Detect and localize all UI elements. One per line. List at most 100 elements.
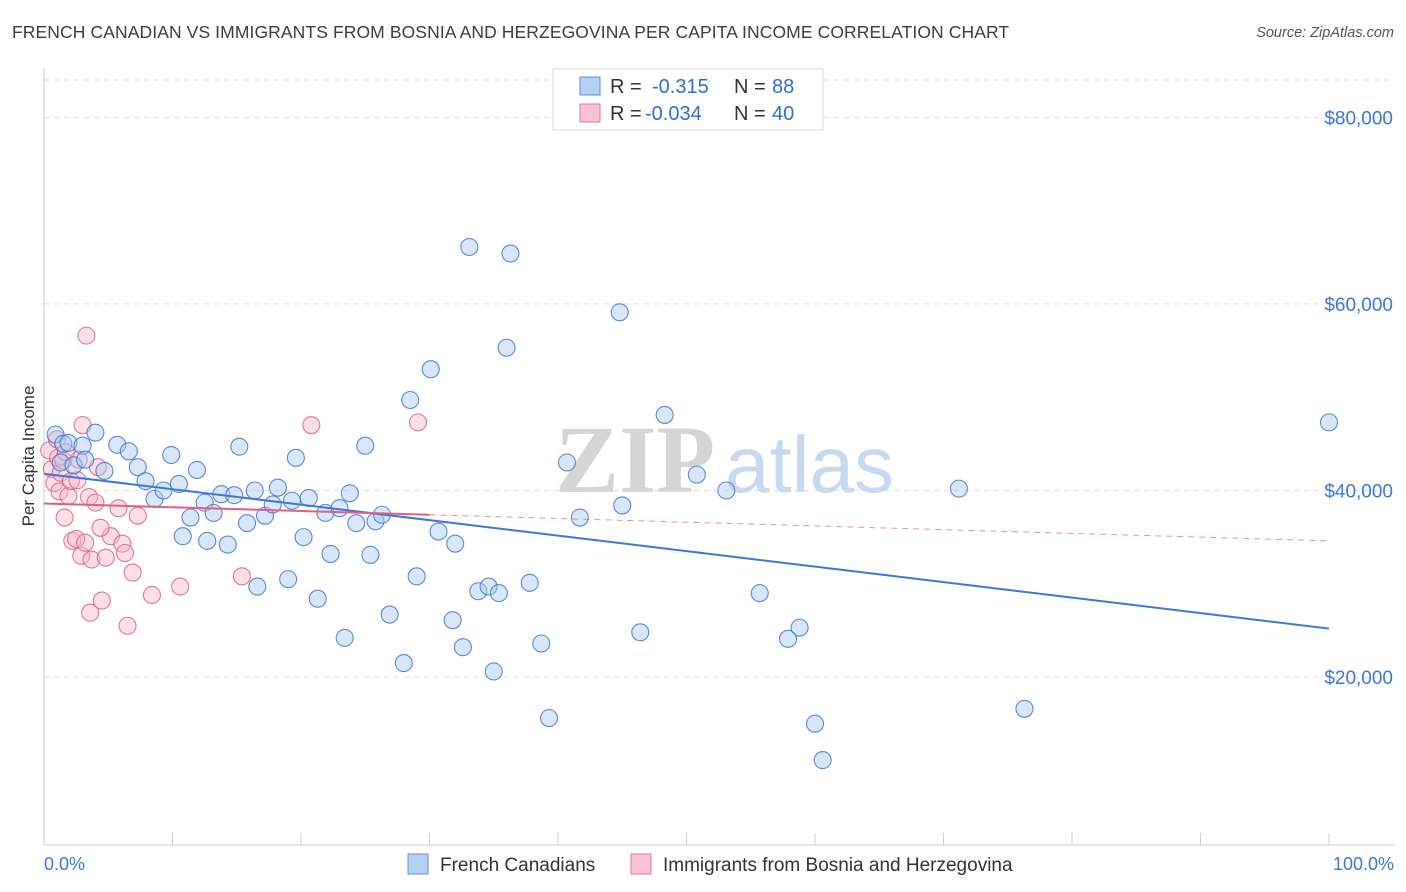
french-canadian-point [613, 496, 632, 515]
french-canadian-point [73, 436, 92, 455]
french-canadian-point [119, 442, 138, 461]
french-canadian-point [361, 545, 380, 564]
bosnia-point [82, 550, 101, 569]
french-canadian-point [340, 484, 359, 503]
y-tick-label: $80,000 [1324, 108, 1393, 129]
bosnia-point [55, 508, 74, 527]
french-canadian-point [380, 605, 399, 624]
french-canadian-point [198, 531, 217, 550]
french-canadian-point [173, 527, 192, 546]
gridlines [44, 79, 1394, 678]
french-canadian-point [356, 436, 375, 455]
french-canadian-point [717, 481, 736, 500]
french-canadian-point [245, 481, 264, 500]
bosnia-point [77, 326, 96, 345]
french-canadian-point [279, 570, 298, 589]
french-canadian-point [204, 503, 223, 522]
french-canadian-point [282, 491, 302, 510]
french-canadian-point [443, 611, 462, 630]
bosnia-point [115, 543, 135, 563]
bottom-legend-label-blue: French Canadians [440, 855, 595, 876]
french-canadian-point [453, 638, 472, 657]
french-canadian-point [557, 453, 577, 472]
bosnia-point [123, 563, 142, 582]
watermark-zip: ZIP [555, 406, 715, 513]
french-canadian-point [268, 478, 287, 497]
french-canadian-point [750, 584, 769, 603]
french-canadian-point [532, 634, 551, 653]
bosnia-point [142, 585, 161, 605]
bosnia-point [92, 591, 111, 610]
french-canadian-trend-line [43, 472, 1330, 630]
bosnia-point [50, 482, 69, 501]
french-canadian-point [778, 629, 798, 648]
french-canadian-point [76, 450, 95, 469]
french-canadian-point [218, 535, 237, 554]
french-canadian-point [805, 714, 825, 733]
french-canadian-point [108, 435, 127, 454]
french-canadian-point [308, 589, 327, 608]
french-canadian-point [394, 654, 413, 673]
bosnia-point [91, 518, 110, 537]
french-canadian-point [539, 709, 559, 728]
french-canadian-point [421, 360, 440, 379]
french-canadian-point [497, 338, 516, 357]
french-canadian-point [64, 456, 83, 475]
bosnia-point [86, 493, 105, 512]
y-axis-tick-labels: $20,000 $40,000 $60,000 $80,000 [1324, 108, 1393, 689]
bosnia-point [59, 487, 78, 506]
french-canadian-point [1015, 699, 1034, 718]
french-canadian-point [687, 465, 706, 484]
french-canadian-point [813, 751, 832, 770]
french-canadian-point [162, 445, 181, 465]
french-canadian-point [230, 437, 249, 456]
french-canadian-point [154, 481, 173, 500]
french-canadian-point [570, 508, 589, 527]
french-canadian-point [294, 528, 313, 547]
french-canadian-point [484, 662, 503, 681]
x-tick-label-min: 0.0% [44, 854, 85, 874]
french-canadian-point [1319, 413, 1339, 432]
bosnia-point [171, 577, 190, 596]
french-canadian-point [790, 618, 809, 637]
french-canadian-point [187, 460, 206, 480]
french-canadian-point [610, 303, 629, 322]
bottom-legend-swatch-pink [630, 853, 652, 875]
french-canadian-point [446, 534, 465, 553]
y-tick-label: $40,000 [1324, 481, 1393, 502]
french-canadian-point [181, 508, 200, 527]
scatter-points [40, 237, 1339, 770]
legend-n-value-pink: 40 [772, 103, 794, 125]
legend-n-label-blue: N = [734, 76, 766, 98]
french-canadian-point [248, 577, 267, 596]
x-axis-ticks [43, 833, 1330, 845]
bosnia-trend-line-extension [429, 514, 1330, 542]
french-canadian-point [286, 448, 305, 467]
y-tick-label: $60,000 [1324, 295, 1393, 316]
french-canadian-point [59, 433, 78, 452]
source-label: Source: ZipAtlas.com [1256, 25, 1394, 41]
legend-r-value-pink: -0.034 [645, 103, 702, 125]
french-canadian-point [501, 244, 520, 263]
french-canadian-point [655, 405, 674, 424]
chart-title: FRENCH CANADIAN VS IMMIGRANTS FROM BOSNI… [12, 22, 1010, 42]
bosnia-point [118, 616, 137, 635]
watermark-atlas: atlas [725, 420, 894, 509]
bosnia-point [109, 499, 128, 518]
y-axis-label: Per Capita Income [19, 386, 38, 527]
french-canadian-point [95, 461, 114, 480]
french-canadian-point [86, 423, 105, 442]
french-canadian-point [169, 474, 188, 494]
french-canadian-point [195, 493, 214, 512]
french-canadian-point [460, 237, 479, 257]
x-tick-label-max: 100.0% [1333, 854, 1394, 874]
bosnia-point [96, 548, 115, 567]
french-canadian-point [949, 479, 968, 498]
trend-lines [43, 472, 1330, 630]
french-canadian-point [469, 582, 488, 601]
french-canadian-point [520, 573, 539, 592]
french-canadian-point [347, 514, 366, 533]
legend-n-value-blue: 88 [772, 76, 794, 98]
french-canadian-point [429, 522, 448, 541]
french-canadian-point [401, 390, 420, 410]
